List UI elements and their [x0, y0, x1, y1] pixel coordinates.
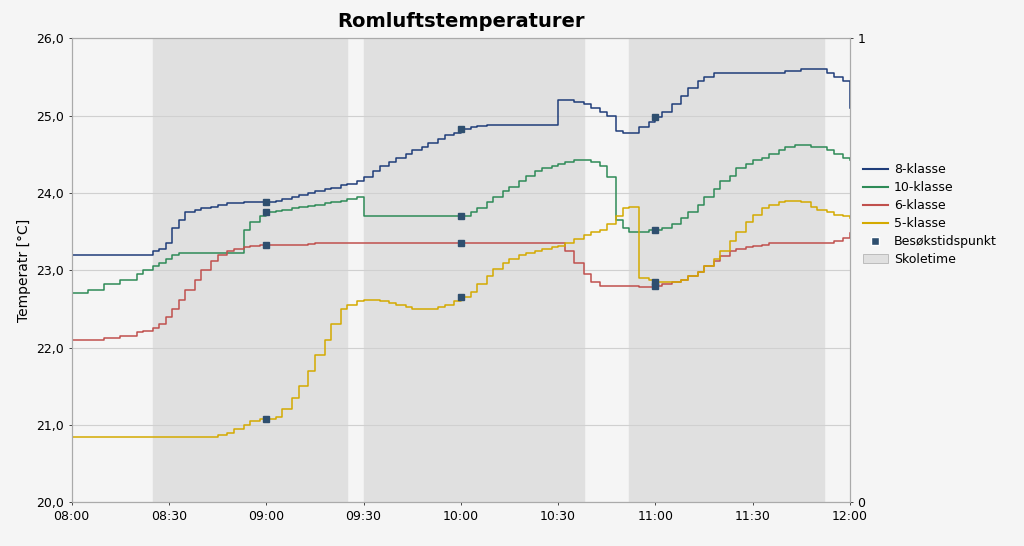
- Y-axis label: Temperatr [°C]: Temperatr [°C]: [16, 218, 31, 322]
- Bar: [630, 38, 824, 502]
- Bar: [364, 38, 584, 502]
- Title: Romluftstemperaturer: Romluftstemperaturer: [337, 12, 585, 31]
- Bar: [153, 38, 347, 502]
- Legend: 8-klasse, 10-klasse, 6-klasse, 5-klasse, Besøkstidspunkt, Skoletime: 8-klasse, 10-klasse, 6-klasse, 5-klasse,…: [858, 158, 1001, 271]
